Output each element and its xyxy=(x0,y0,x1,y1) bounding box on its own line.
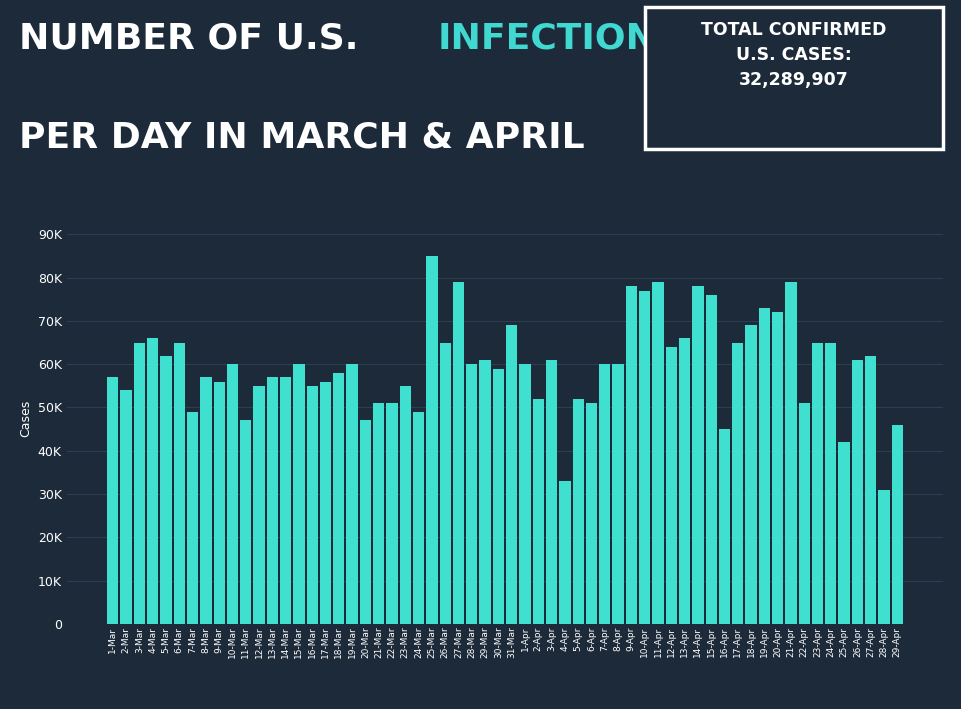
Bar xyxy=(532,399,543,624)
Bar xyxy=(825,342,836,624)
Bar xyxy=(678,338,689,624)
Bar xyxy=(186,412,198,624)
Bar xyxy=(877,490,889,624)
Bar xyxy=(453,282,463,624)
Bar xyxy=(665,347,677,624)
Bar xyxy=(320,381,331,624)
Bar xyxy=(745,325,756,624)
Bar xyxy=(572,399,583,624)
Bar xyxy=(638,291,650,624)
Bar xyxy=(293,364,305,624)
Bar xyxy=(346,364,357,624)
Bar xyxy=(771,312,782,624)
Bar xyxy=(798,403,809,624)
Bar xyxy=(599,364,610,624)
Bar xyxy=(652,282,663,624)
Bar xyxy=(758,308,769,624)
Bar xyxy=(838,442,849,624)
Bar xyxy=(784,282,796,624)
Bar xyxy=(718,429,729,624)
Bar xyxy=(307,386,317,624)
Bar xyxy=(479,360,490,624)
Bar xyxy=(120,390,132,624)
Bar xyxy=(558,481,570,624)
Text: PER DAY IN MARCH & APRIL: PER DAY IN MARCH & APRIL xyxy=(19,121,584,155)
Bar xyxy=(160,355,171,624)
Text: TOTAL CONFIRMED
U.S. CASES:
32,289,907: TOTAL CONFIRMED U.S. CASES: 32,289,907 xyxy=(701,21,885,89)
Bar xyxy=(200,377,211,624)
Bar xyxy=(412,412,424,624)
Bar xyxy=(373,403,384,624)
Text: INFECTIONS: INFECTIONS xyxy=(437,21,682,55)
Bar xyxy=(173,342,185,624)
Bar xyxy=(107,377,118,624)
Bar xyxy=(466,364,477,624)
Bar xyxy=(731,342,743,624)
Bar xyxy=(439,342,451,624)
Bar xyxy=(612,364,623,624)
Bar xyxy=(891,425,902,624)
Bar xyxy=(227,364,238,624)
Bar xyxy=(519,364,530,624)
Bar xyxy=(386,403,397,624)
Bar xyxy=(492,369,504,624)
Bar xyxy=(280,377,291,624)
Bar xyxy=(147,338,159,624)
Bar xyxy=(399,386,410,624)
Bar xyxy=(704,295,716,624)
Bar xyxy=(333,373,344,624)
Bar xyxy=(505,325,517,624)
Bar xyxy=(266,377,278,624)
Bar xyxy=(359,420,371,624)
Bar xyxy=(864,355,875,624)
Bar xyxy=(546,360,556,624)
Bar xyxy=(850,360,862,624)
Bar xyxy=(692,286,702,624)
Text: NUMBER OF U.S.: NUMBER OF U.S. xyxy=(19,21,371,55)
Bar xyxy=(585,403,597,624)
Bar xyxy=(811,342,823,624)
Bar xyxy=(253,386,264,624)
Y-axis label: Cases: Cases xyxy=(19,400,32,437)
Bar xyxy=(213,381,225,624)
Bar xyxy=(426,256,437,624)
Bar xyxy=(625,286,636,624)
Bar xyxy=(134,342,145,624)
Bar xyxy=(240,420,251,624)
